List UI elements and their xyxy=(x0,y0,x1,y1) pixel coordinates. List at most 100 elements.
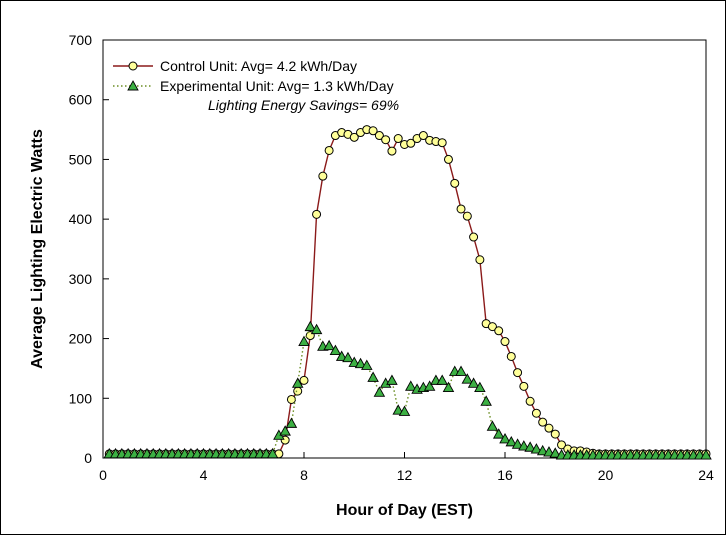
data-point-experimental xyxy=(530,443,543,454)
data-point-experimental xyxy=(329,344,342,355)
data-point-control xyxy=(312,209,322,219)
data-point-control xyxy=(368,126,378,136)
data-point-experimental xyxy=(505,435,518,447)
series-layer xyxy=(103,125,712,460)
data-point-control xyxy=(544,423,554,433)
data-point-experimental xyxy=(348,356,361,367)
data-point-control xyxy=(387,146,397,156)
y-tick-label: 700 xyxy=(69,32,93,48)
data-point-control xyxy=(456,204,466,214)
data-point-experimental xyxy=(266,447,279,459)
series-experimental xyxy=(103,320,712,460)
data-point-control xyxy=(349,132,359,142)
annotation-savings: Lighting Energy Savings= 69% xyxy=(208,97,399,113)
data-point-control xyxy=(487,322,497,332)
data-point-control xyxy=(500,337,510,347)
data-point-control xyxy=(550,429,560,439)
data-point-control xyxy=(557,440,567,450)
y-tick-label: 500 xyxy=(69,151,93,167)
data-point-control xyxy=(437,138,447,148)
data-point-experimental xyxy=(467,377,480,388)
data-point-experimental xyxy=(700,449,712,460)
data-point-control xyxy=(450,178,460,188)
data-point-experimental xyxy=(524,441,536,452)
x-axis-title: Hour of Day (EST) xyxy=(336,502,473,519)
data-point-experimental xyxy=(298,335,310,347)
y-axis-title: Average Lighting Electric Watts xyxy=(29,129,46,369)
legend-marker-experimental xyxy=(127,80,139,91)
data-point-control xyxy=(381,135,391,145)
data-point-experimental xyxy=(455,365,467,376)
y-tick-label: 200 xyxy=(69,331,93,347)
data-point-experimental xyxy=(361,359,373,370)
data-point-experimental xyxy=(291,377,304,388)
data-point-control xyxy=(418,131,428,141)
data-point-control xyxy=(299,375,309,385)
data-point-control xyxy=(475,255,485,265)
y-tick-label: 300 xyxy=(69,271,93,287)
data-point-control xyxy=(469,232,479,242)
data-point-experimental xyxy=(549,447,562,458)
data-point-experimental xyxy=(398,405,411,416)
data-point-control xyxy=(462,211,472,221)
legend-entry-control: Control Unit: Avg= 4.2 kWh/Day xyxy=(113,58,357,74)
data-point-control xyxy=(393,134,403,144)
x-tick-label: 16 xyxy=(497,467,513,483)
data-point-experimental xyxy=(499,432,511,444)
data-point-experimental xyxy=(323,339,335,351)
data-point-experimental xyxy=(354,357,367,369)
data-point-experimental xyxy=(536,444,549,456)
data-point-control xyxy=(519,381,529,391)
data-point-experimental xyxy=(335,350,348,361)
plot-area xyxy=(102,39,707,459)
y-tick-label: 100 xyxy=(69,390,93,406)
data-point-control xyxy=(374,131,384,141)
data-point-experimental xyxy=(386,374,398,385)
data-point-experimental xyxy=(405,380,417,391)
legend-entry-experimental: Experimental Unit: Avg= 1.3 kWh/Day xyxy=(113,78,394,94)
data-point-experimental xyxy=(423,380,436,391)
data-point-control xyxy=(286,394,296,404)
y-tick-label: 0 xyxy=(84,450,92,466)
data-point-control xyxy=(506,351,516,361)
data-point-control xyxy=(531,408,541,418)
data-point-experimental xyxy=(543,446,555,457)
data-point-experimental xyxy=(518,440,530,451)
data-point-control xyxy=(293,386,303,396)
x-tick-label: 8 xyxy=(300,467,308,483)
data-point-control xyxy=(324,145,334,155)
y-tick-label: 600 xyxy=(69,92,93,108)
data-point-control xyxy=(406,138,416,148)
data-point-experimental xyxy=(486,420,499,431)
data-point-control xyxy=(513,368,523,378)
data-point-experimental xyxy=(511,438,524,449)
data-point-experimental xyxy=(461,373,474,384)
data-point-experimental xyxy=(279,425,291,436)
x-tick-label: 24 xyxy=(698,467,714,483)
data-point-experimental xyxy=(304,320,317,332)
data-point-experimental xyxy=(436,374,448,385)
data-point-experimental xyxy=(310,323,323,335)
x-axis-ticks: 0 4 8 12 16 20 24 xyxy=(99,452,714,483)
x-tick-label: 12 xyxy=(397,467,413,483)
legend-label-experimental: Experimental Unit: Avg= 1.3 kWh/Day xyxy=(160,78,394,94)
data-point-experimental xyxy=(392,404,404,415)
x-tick-label: 4 xyxy=(200,467,208,483)
x-tick-label: 0 xyxy=(99,467,107,483)
data-point-control xyxy=(525,396,535,406)
y-tick-label: 400 xyxy=(69,211,93,227)
data-point-experimental xyxy=(342,351,354,363)
data-point-control xyxy=(318,171,328,181)
data-point-control xyxy=(494,326,504,336)
legend: Control Unit: Avg= 4.2 kWh/Day Experimen… xyxy=(113,58,399,113)
legend-marker-control xyxy=(128,61,138,71)
data-point-experimental xyxy=(373,386,386,397)
data-point-control xyxy=(538,417,548,427)
data-point-experimental xyxy=(285,417,298,428)
data-point-control xyxy=(443,154,453,164)
y-axis-ticks: 0 100 200 300 400 500 600 700 xyxy=(69,32,109,466)
data-point-experimental xyxy=(492,428,505,439)
data-point-experimental xyxy=(474,381,486,392)
